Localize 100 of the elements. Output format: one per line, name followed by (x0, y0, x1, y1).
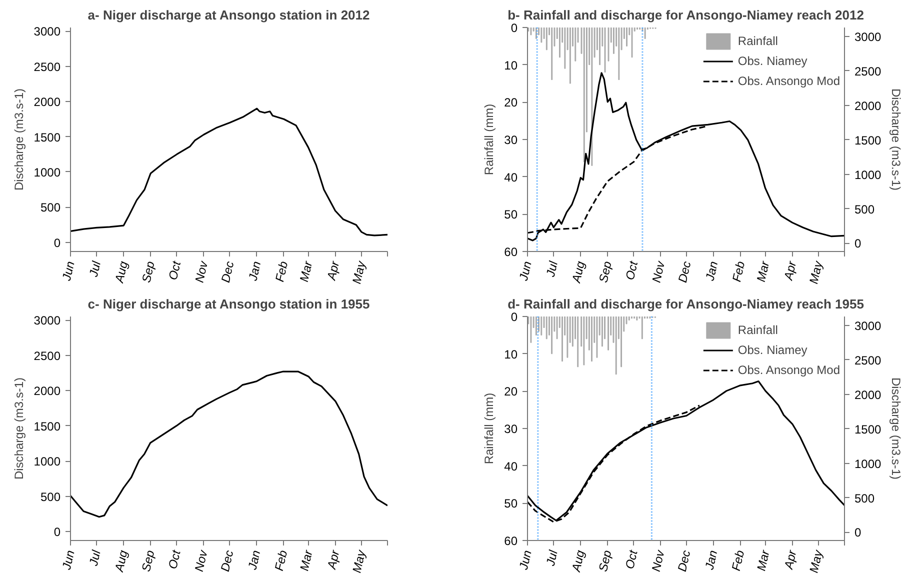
x-tick-label: Jan (246, 260, 264, 283)
x-tick-label: Oct (166, 548, 184, 570)
x-tick-label: Dec (218, 548, 236, 573)
x-tick-label: Feb (730, 260, 748, 284)
legend-label: Rainfall (738, 34, 778, 48)
x-tick-label: Oct (166, 259, 184, 282)
y2-tick-label: 2500 (854, 353, 882, 368)
x-tick-label: Mar (754, 258, 772, 284)
legend-label: Obs. Niamey (738, 54, 808, 68)
chart-title: d- Rainfall and discharge for Ansongo-Niamey reach 1955 (508, 296, 864, 312)
y-tick-label: 500 (40, 490, 61, 504)
x-tick-label: Apr (324, 258, 342, 282)
x-tick-label: Sep (138, 548, 158, 573)
y-tick-label: 500 (40, 200, 61, 215)
y-axis-title: Discharge (m3.s-1) (12, 377, 26, 480)
y-tick-label: 1000 (34, 454, 61, 469)
y2-axis-title: Discharge (m3.s-1) (889, 377, 904, 480)
y-tick-label: 50 (504, 208, 518, 222)
x-tick-label: Sep (596, 548, 614, 573)
y-tick-label: 3000 (34, 314, 61, 328)
x-tick-label: Mar (754, 548, 773, 572)
x-tick-label: Mar (296, 258, 316, 284)
chart-title: c- Niger discharge at Ansongo station in 1955 (88, 296, 370, 312)
y2-tick-label: 500 (854, 202, 875, 216)
x-tick-label: Jun (516, 260, 534, 283)
x-tick-label: Apr (781, 258, 800, 282)
y2-tick-label: 3000 (854, 318, 882, 333)
chart-title: b- Rainfall and discharge for Ansongo-Niamey reach 2012 (508, 8, 864, 22)
y-tick-label: 10 (504, 347, 518, 362)
legend-label: Rainfall (738, 323, 778, 337)
x-tick-label: Feb (272, 548, 290, 572)
y-tick-label: 60 (504, 534, 518, 548)
x-tick-label: Dec (674, 548, 694, 573)
x-tick-label: Aug (112, 260, 131, 285)
y2-tick-label: 0 (854, 526, 862, 540)
x-tick-label: Jul (543, 548, 560, 568)
y-tick-label: 40 (504, 459, 518, 474)
x-tick-label: Jun (59, 260, 78, 283)
x-tick-label: May (350, 548, 368, 574)
y-tick-label: 0 (510, 310, 518, 324)
y-tick-label: 40 (504, 170, 518, 184)
y-tick-label: 3000 (34, 24, 61, 39)
x-tick-label: May (806, 548, 826, 574)
x-tick-label: Nov (648, 548, 668, 573)
x-tick-label: Apr (781, 548, 800, 572)
y2-tick-label: 2000 (854, 98, 882, 113)
y-tick-label: 60 (504, 245, 518, 259)
x-tick-label: Feb (272, 260, 291, 284)
y2-tick-label: 3000 (854, 30, 882, 44)
y2-tick-label: 500 (854, 491, 875, 506)
y-tick-label: 2500 (34, 348, 61, 363)
y-axis-title: Rainfall (mm) (482, 392, 496, 464)
x-tick-label: Nov (192, 548, 210, 573)
x-tick-label: Sep (139, 260, 158, 284)
legend-label: Obs. Ansongo Mod (738, 363, 840, 377)
x-tick-label: Feb (728, 548, 748, 572)
y-tick-label: 1000 (34, 165, 61, 180)
y2-tick-label: 1500 (854, 133, 882, 148)
x-tick-label: Jan (245, 548, 264, 572)
y2-tick-label: 2000 (854, 388, 882, 402)
y-tick-label: 0 (510, 21, 518, 35)
y-tick-label: 30 (504, 422, 518, 436)
x-tick-label: Nov (192, 258, 211, 284)
y-tick-label: 2000 (34, 384, 61, 398)
y-tick-label: 0 (54, 525, 61, 540)
x-tick-label: Aug (568, 548, 588, 574)
x-tick-label: Jul (86, 260, 104, 279)
x-tick-label: Aug (568, 260, 588, 285)
x-tick-label: Jun (59, 548, 78, 572)
y-tick-label: 30 (504, 133, 518, 147)
x-tick-label: Nov (649, 258, 668, 284)
y-tick-label: 50 (504, 496, 518, 511)
y2-tick-label: 2500 (854, 64, 882, 78)
y-axis-title: Rainfall (mm) (482, 104, 496, 176)
y-tick-label: 20 (504, 384, 518, 399)
x-tick-label: Dec (675, 260, 694, 284)
y2-tick-label: 0 (854, 236, 862, 251)
x-tick-label: Apr (324, 548, 342, 572)
x-tick-label: Oct (622, 259, 641, 282)
x-tick-label: Dec (218, 260, 237, 284)
x-tick-label: Jun (516, 548, 534, 572)
x-tick-label: May (806, 258, 826, 286)
y2-axis-title: Discharge (m3.s-1) (889, 88, 904, 191)
x-tick-label: Aug (112, 548, 130, 574)
x-tick-label: May (350, 258, 368, 286)
chart-title: a- Niger discharge at Ansongo station in 2012 (88, 8, 370, 22)
x-tick-label: Sep (596, 260, 615, 284)
x-tick-label: Jul (543, 260, 561, 279)
x-tick-label: Oct (622, 548, 640, 570)
y2-tick-label: 1500 (854, 422, 882, 436)
y-tick-label: 0 (54, 236, 61, 250)
y2-tick-label: 1000 (854, 168, 882, 182)
x-tick-label: Jan (702, 548, 720, 572)
x-tick-label: Mar (297, 548, 316, 572)
x-tick-label: Jul (86, 548, 104, 568)
y-tick-label: 1500 (34, 419, 61, 434)
x-tick-label: Jan (702, 260, 721, 283)
legend-label: Obs. Ansongo Mod (738, 74, 840, 88)
y-tick-label: 1500 (34, 130, 61, 144)
y-tick-label: 2500 (34, 60, 61, 74)
